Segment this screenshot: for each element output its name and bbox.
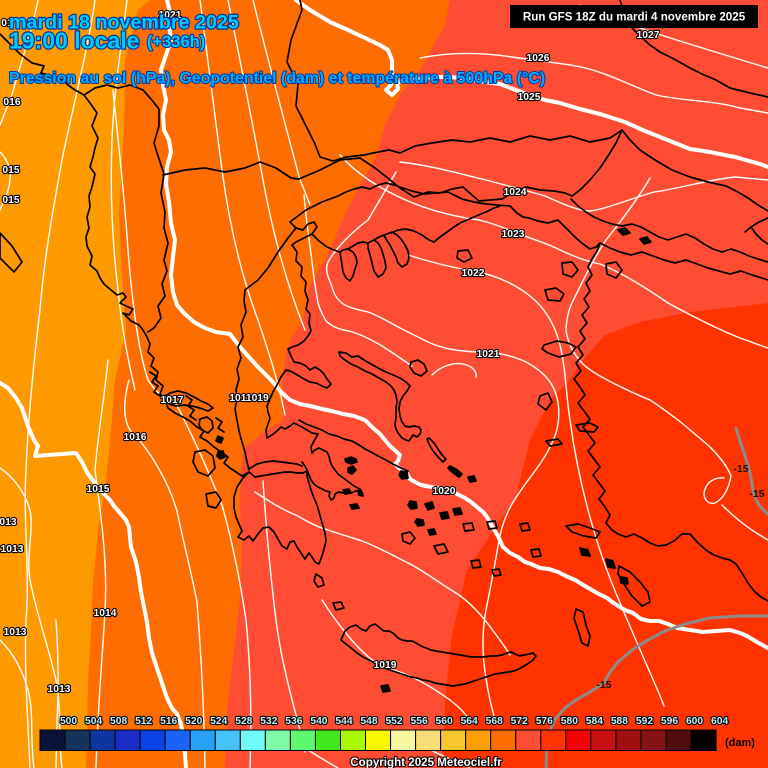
svg-text:592: 592	[636, 716, 653, 727]
svg-text:1013: 1013	[1, 544, 24, 555]
svg-text:572: 572	[511, 716, 528, 727]
svg-text:1016: 1016	[124, 432, 147, 443]
svg-text:604: 604	[711, 716, 728, 727]
svg-text:580: 580	[561, 716, 578, 727]
svg-text:(+336h): (+336h)	[147, 33, 205, 51]
svg-text:01: 01	[1, 18, 13, 29]
svg-text:1021: 1021	[477, 349, 500, 360]
svg-text:500: 500	[60, 716, 77, 727]
svg-text:584: 584	[586, 716, 603, 727]
svg-text:1025: 1025	[518, 92, 541, 103]
svg-text:536: 536	[285, 716, 302, 727]
svg-text:596: 596	[661, 716, 678, 727]
svg-text:015: 015	[2, 195, 19, 206]
svg-text:508: 508	[110, 716, 127, 727]
svg-text:1021: 1021	[159, 10, 182, 21]
svg-text:Pression au sol (hPa), Geopote: Pression au sol (hPa), Geopotentiel (dam…	[9, 70, 545, 87]
svg-text:016: 016	[3, 97, 20, 108]
svg-text:1024: 1024	[504, 187, 527, 198]
svg-text:-15: -15	[733, 463, 748, 475]
svg-text:532: 532	[260, 716, 277, 727]
svg-text:1014: 1014	[94, 608, 117, 619]
svg-text:504: 504	[85, 716, 102, 727]
svg-text:560: 560	[436, 716, 453, 727]
svg-text:19:00 locale: 19:00 locale	[9, 28, 139, 54]
svg-text:1013: 1013	[48, 684, 71, 695]
svg-text:1023: 1023	[502, 229, 525, 240]
svg-text:-15: -15	[596, 679, 611, 691]
svg-text:1015: 1015	[87, 484, 110, 495]
svg-text:552: 552	[385, 716, 402, 727]
svg-text:576: 576	[536, 716, 553, 727]
svg-text:(dam): (dam)	[725, 737, 755, 749]
svg-text:1017: 1017	[161, 395, 184, 406]
svg-text:556: 556	[411, 716, 428, 727]
svg-text:588: 588	[611, 716, 628, 727]
svg-text:540: 540	[310, 716, 327, 727]
svg-text:544: 544	[335, 716, 352, 727]
svg-text:mardi 18 novembre 2025: mardi 18 novembre 2025	[9, 12, 239, 34]
svg-text:013: 013	[0, 517, 17, 528]
svg-text:520: 520	[185, 716, 202, 727]
svg-text:1020: 1020	[433, 486, 456, 497]
svg-text:1019: 1019	[374, 660, 397, 671]
svg-text:-15: -15	[749, 488, 764, 500]
svg-text:564: 564	[461, 716, 478, 727]
svg-text:1011019: 1011019	[229, 393, 269, 404]
svg-text:Copyright 2025 Meteociel.fr: Copyright 2025 Meteociel.fr	[350, 756, 502, 768]
svg-text:1026: 1026	[527, 53, 550, 64]
svg-text:1027: 1027	[637, 30, 660, 41]
svg-text:516: 516	[160, 716, 177, 727]
svg-text:512: 512	[135, 716, 152, 727]
svg-text:1022: 1022	[462, 268, 485, 279]
svg-text:Run GFS 18Z du mardi 4 novembr: Run GFS 18Z du mardi 4 novembre 2025	[523, 11, 746, 24]
svg-text:600: 600	[686, 716, 703, 727]
svg-text:548: 548	[360, 716, 377, 727]
svg-text:528: 528	[235, 716, 252, 727]
svg-text:1013: 1013	[4, 627, 27, 638]
svg-text:015: 015	[2, 165, 19, 176]
svg-text:568: 568	[486, 716, 503, 727]
svg-text:524: 524	[210, 716, 227, 727]
